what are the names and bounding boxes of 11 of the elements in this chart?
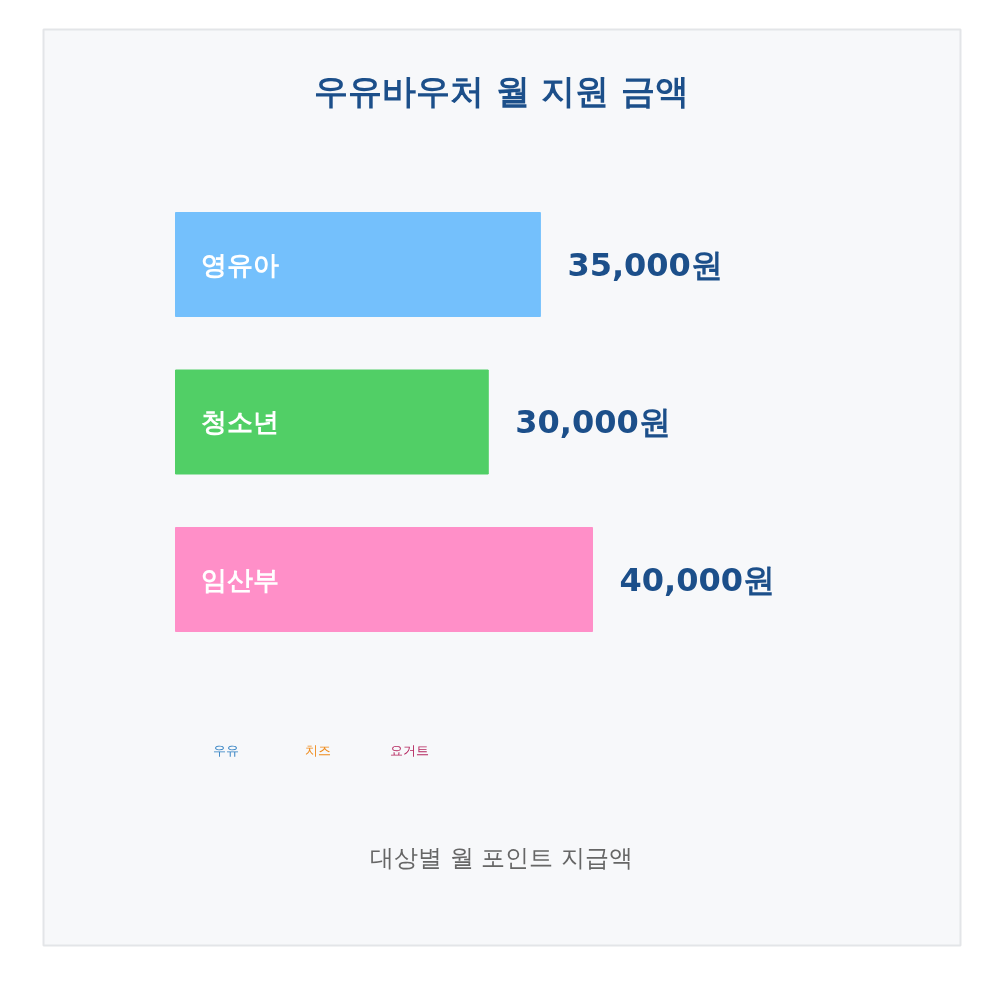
text: 요거트	[390, 743, 429, 758]
y-tick-label: 임산부	[200, 564, 279, 595]
text: 치즈	[304, 743, 331, 758]
y-tick-label: 청소년	[200, 407, 279, 437]
chart-title: 우유바우처 월 지원 금액	[313, 70, 690, 111]
text: 대상별 월 포인트 지급액	[370, 843, 633, 872]
data-label: 35,000원	[567, 245, 723, 284]
y-tick-label: 영유아	[200, 249, 279, 280]
data-label: 30,000원	[515, 403, 671, 441]
text: 우유	[212, 743, 239, 758]
data-label: 40,000원	[619, 560, 775, 599]
